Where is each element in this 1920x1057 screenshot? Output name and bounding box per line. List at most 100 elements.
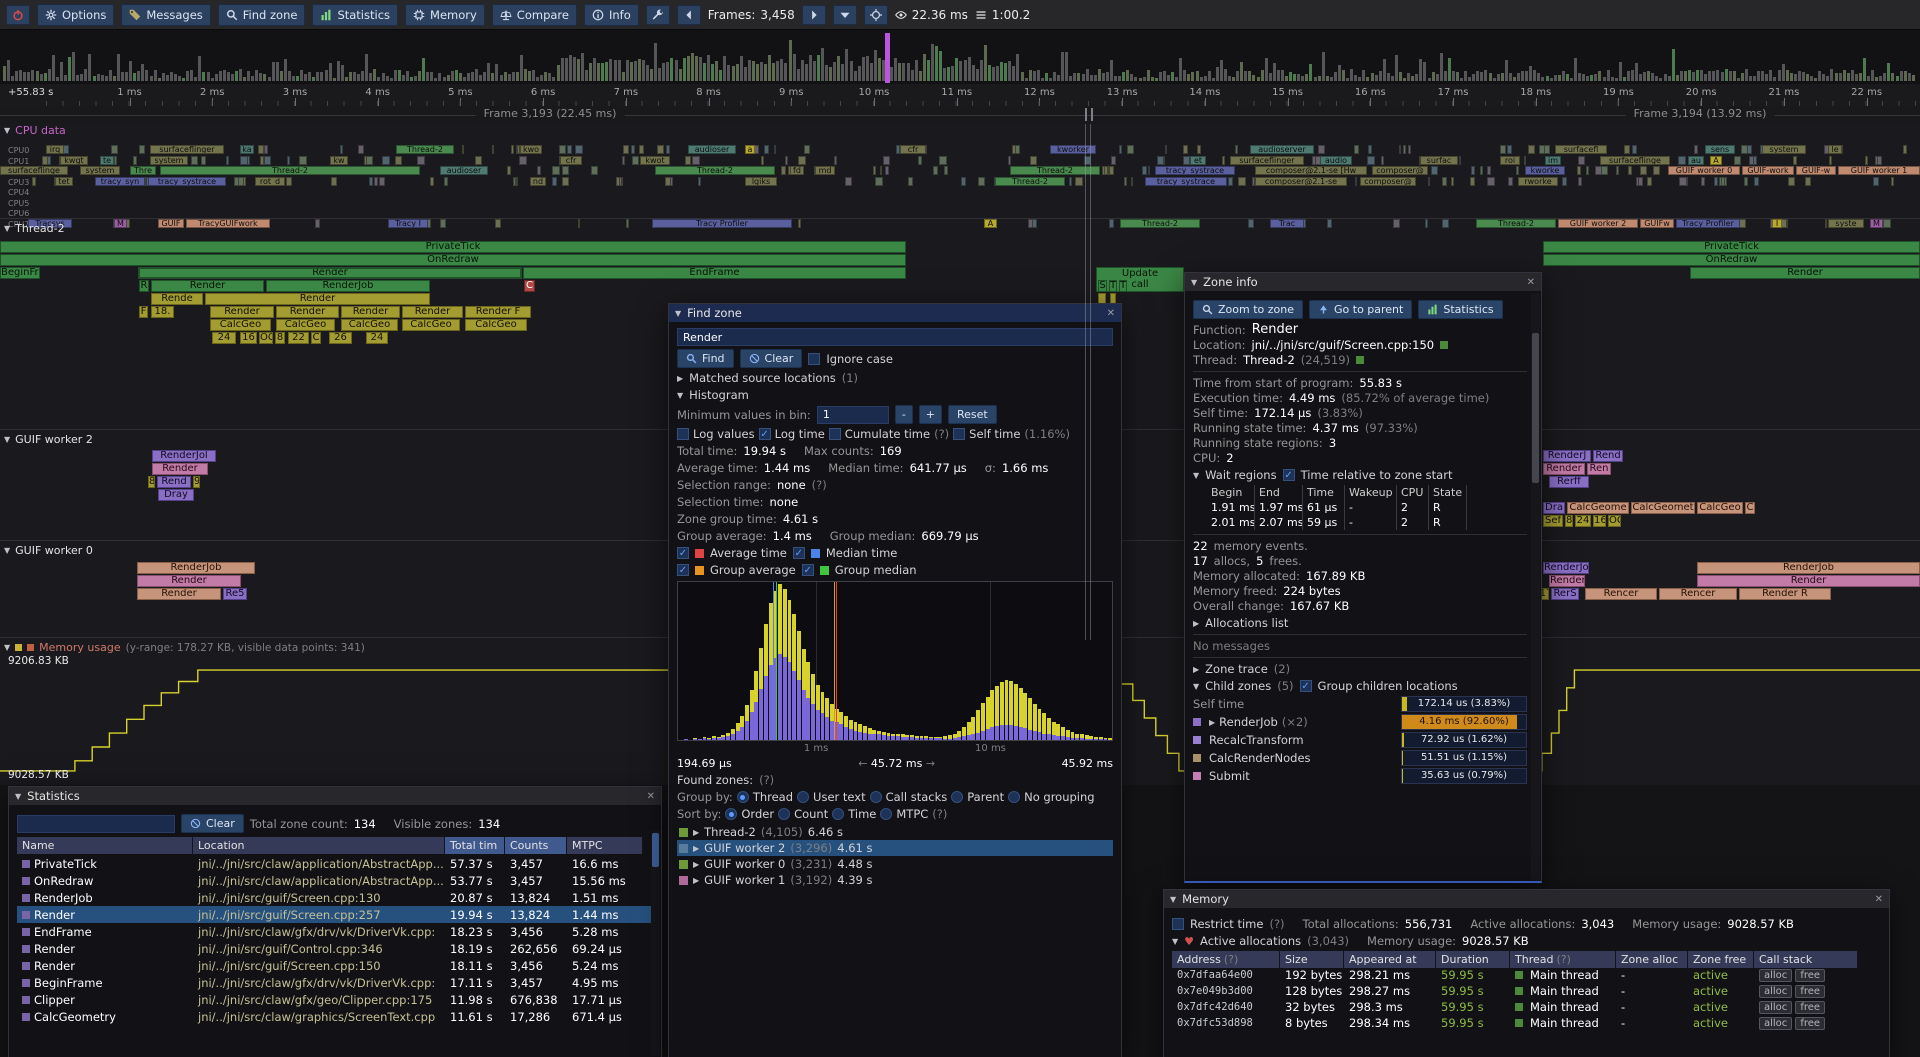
legend-checkbox[interactable] [677,547,689,559]
zone-bar[interactable]: R [139,280,149,292]
frame-bar[interactable] [1285,76,1288,81]
frame-bar[interactable] [125,72,128,81]
frame-bar[interactable] [1456,72,1459,81]
frame-bar[interactable] [1737,78,1740,81]
frame-bar[interactable] [211,78,214,81]
frame-bar[interactable] [618,60,621,81]
frame-bar[interactable] [1558,75,1561,81]
frame-bar[interactable] [1782,64,1785,81]
frame-bar[interactable] [174,74,177,81]
zone-bar[interactable]: CalcGeo [210,319,271,331]
frame-bar[interactable] [1082,74,1085,81]
frame-bar[interactable] [1525,71,1528,81]
frame-bar[interactable] [1334,72,1337,81]
frame-bar[interactable] [1700,70,1703,81]
child-zones-header[interactable]: ▼Child zones(5)Group children locations [1193,679,1527,693]
cpu-zone[interactable] [1873,177,1879,186]
frame-bar[interactable] [723,56,726,81]
collapse-icon[interactable]: ▼ [1193,471,1199,480]
frame-bar[interactable] [1407,73,1410,81]
cpu-zone[interactable] [286,177,292,186]
frame-bar[interactable] [1541,77,1544,81]
cpu-zone[interactable] [440,219,446,228]
zone-bar[interactable]: OC [259,332,273,344]
zone-bar[interactable]: 24 [366,332,388,344]
cpu-zone[interactable]: audioser [688,145,736,154]
cpu-zone[interactable] [685,156,691,165]
frame-bar[interactable] [540,75,543,81]
frame-bar[interactable] [219,71,222,81]
zone-bar[interactable]: Render [151,280,264,292]
found-zone-group-row[interactable]: ▶GUIF worker 2(3,296)4.61 s [677,840,1113,856]
cpu-zone[interactable]: Thre [130,166,156,175]
toolbar-button-messages[interactable]: Messages [121,4,210,26]
cpu-zone[interactable]: lgiks [745,177,777,186]
frame-bar[interactable] [190,70,193,81]
frame-bar[interactable] [377,77,380,81]
statistics-row[interactable]: BeginFramejni/../jni/src/claw/gfx/drv/vk… [17,974,653,991]
cpu-zone[interactable] [1451,177,1454,186]
frame-bar[interactable] [296,76,299,81]
cpu-zone[interactable] [670,177,672,186]
cpu-zone[interactable]: Tracy Profiler [652,219,792,228]
cpu-zone[interactable] [1628,166,1632,175]
frame-bar[interactable] [1436,74,1439,81]
cpu-zone[interactable] [578,219,580,228]
zone-bar[interactable]: Render R [1739,588,1831,600]
frame-bar[interactable] [162,73,165,81]
zone-bar[interactable]: Render [402,306,463,318]
frame-bar[interactable] [646,65,649,81]
cpu-zone[interactable] [492,145,494,154]
frame-bar[interactable] [784,63,787,81]
cpu-zone[interactable] [1601,166,1607,175]
cpu-zone[interactable] [698,177,702,186]
frame-bar[interactable] [325,70,328,81]
frame-bar[interactable] [121,72,124,81]
cpu-zone[interactable] [1442,219,1449,228]
histogram-header-row[interactable]: ▼ Histogram [677,388,1113,402]
cpu-zone[interactable] [111,145,118,154]
frame-bar[interactable] [1171,72,1174,81]
frame-bar[interactable] [1354,75,1357,81]
memory-titlebar[interactable]: ▼ Memory ✕ [1164,890,1889,908]
frame-bar[interactable] [1318,76,1321,81]
frame-bar[interactable] [101,75,104,81]
frame-bar[interactable] [402,75,405,81]
cpu-zone[interactable] [567,145,571,154]
thread-section-label[interactable]: ▼GUIF worker 2 [4,433,93,446]
frame-bar[interactable] [231,74,234,81]
statistics-row[interactable]: Renderjni/../jni/src/guif/Control.cpp:34… [17,940,653,957]
frame-bar[interactable] [854,71,857,81]
frame-bar[interactable] [1183,70,1186,81]
cpu-zone[interactable] [1480,166,1483,175]
frame-bar[interactable] [1554,75,1557,81]
frame-bar[interactable] [1647,71,1650,81]
frame-bar[interactable] [1651,73,1654,81]
cpu-zone[interactable]: tet [55,177,73,186]
cpu-zone[interactable] [552,177,557,186]
cpu-zone[interactable]: au [1688,156,1704,165]
cpu-zone[interactable] [978,177,985,186]
frame-bar[interactable] [1566,74,1569,81]
frame-bar[interactable] [369,73,372,81]
frame-bar[interactable] [764,64,767,81]
cpu-zone[interactable] [1228,177,1233,186]
radio-user-text[interactable] [797,791,809,803]
child-zone-row[interactable]: Submit35.63 us (0.79%) [1193,768,1527,784]
cpu-zone[interactable] [1030,156,1037,165]
frame-bar[interactable] [76,75,79,81]
frame-bar[interactable] [1175,77,1178,81]
zone-bar[interactable]: Render [205,293,430,305]
cpu-zone[interactable]: kwo [520,145,542,154]
column-header-zone-alloc[interactable]: Zone alloc [1616,951,1688,968]
frame-bar[interactable] [255,70,258,81]
zone-bar[interactable]: Render [341,306,400,318]
frame-bar[interactable] [683,58,686,81]
frame-bar[interactable] [1839,73,1842,81]
frame-bar[interactable] [813,61,816,81]
frame-bar[interactable] [1704,74,1707,81]
cpu-zone[interactable] [623,145,629,154]
zone-bar[interactable]: Render [138,267,522,279]
cpu-zone[interactable] [845,177,852,186]
zone-bar[interactable]: CalcGeo [465,319,527,331]
